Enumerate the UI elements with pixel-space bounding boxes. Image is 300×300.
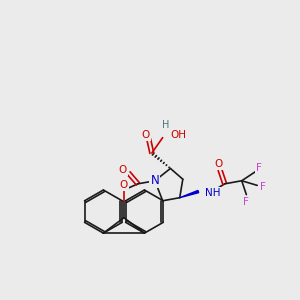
Text: O: O bbox=[142, 130, 150, 140]
Polygon shape bbox=[180, 190, 199, 198]
Text: O: O bbox=[214, 159, 223, 169]
Text: NH: NH bbox=[205, 188, 220, 198]
Text: F: F bbox=[260, 182, 266, 192]
Text: O: O bbox=[118, 165, 127, 175]
Text: N: N bbox=[151, 174, 159, 187]
Text: O: O bbox=[120, 180, 128, 190]
Text: H: H bbox=[162, 120, 169, 130]
Text: F: F bbox=[256, 164, 262, 173]
Text: F: F bbox=[243, 197, 249, 207]
Text: OH: OH bbox=[170, 130, 186, 140]
